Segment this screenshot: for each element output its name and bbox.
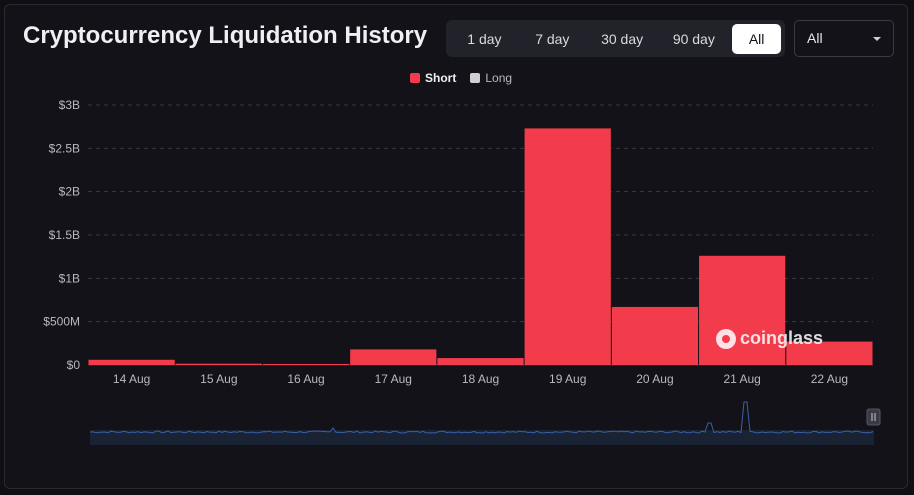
x-tick-label: 17 Aug <box>375 372 412 386</box>
legend-label-long: Long <box>485 71 513 85</box>
y-tick-label: $2.5B <box>49 141 80 155</box>
bars <box>88 128 873 365</box>
bar-short-14-aug[interactable] <box>88 359 175 365</box>
chart-panel <box>4 4 908 489</box>
x-tick-label: 14 Aug <box>113 372 150 386</box>
y-tick-label: $1B <box>59 271 80 285</box>
coinglass-watermark: coinglass <box>716 328 823 349</box>
range-90-day-button[interactable]: 90 day <box>672 30 715 47</box>
legend-label-short: Short <box>425 71 457 85</box>
range-scroller[interactable] <box>89 401 881 445</box>
page-title: Cryptocurrency Liquidation History <box>23 22 428 49</box>
x-tick-label: 18 Aug <box>462 372 499 386</box>
range-30-day-button[interactable]: 30 day <box>601 30 644 47</box>
y-axis-ticks: $0 $500M $1B $1.5B $2B $2.5B $3B <box>43 98 80 372</box>
coin-select[interactable]: All <box>794 20 894 57</box>
range-selector: 1 day 7 day 30 day 90 day All <box>446 20 785 57</box>
x-tick-label: 20 Aug <box>636 372 673 386</box>
x-tick-label: 19 Aug <box>549 372 586 386</box>
bar-short-15-aug[interactable] <box>175 363 262 365</box>
y-tick-label: $1.5B <box>49 228 80 242</box>
bar-short-21-aug[interactable] <box>699 255 786 365</box>
legend-swatch-short <box>410 73 420 83</box>
y-tick-label: $500M <box>43 315 80 329</box>
y-tick-label: $0 <box>67 358 81 372</box>
y-tick-label: $2B <box>59 185 80 199</box>
legend-swatch-long <box>470 73 481 83</box>
x-tick-label: 15 Aug <box>200 372 237 386</box>
range-1-day-button[interactable]: 1 day <box>467 30 502 47</box>
range-all-button[interactable]: All <box>732 23 781 54</box>
chart-legend: Short Long <box>410 71 512 85</box>
bar-short-17-aug[interactable] <box>350 349 437 365</box>
x-axis-ticks: 14 Aug 15 Aug 16 Aug 17 Aug 18 Aug 19 Aug 20 A… <box>113 372 848 386</box>
chevron-down-icon <box>873 37 881 41</box>
legend-item-long[interactable]: Long <box>470 71 512 85</box>
scroller-track[interactable] <box>90 430 874 445</box>
y-tick-label: $3B <box>59 98 80 112</box>
coinglass-logo-icon <box>716 328 736 349</box>
scroller-sparkline <box>89 401 874 434</box>
range-7-day-button[interactable]: 7 day <box>535 30 570 47</box>
bar-short-16-aug[interactable] <box>262 363 350 365</box>
bar-short-19-aug[interactable] <box>524 128 611 365</box>
x-tick-label: 22 Aug <box>811 372 848 386</box>
bar-short-20-aug[interactable] <box>611 306 699 365</box>
legend-item-short[interactable]: Short <box>410 71 456 85</box>
bar-short-22-aug[interactable] <box>786 341 873 365</box>
watermark-text: coinglass <box>740 328 824 348</box>
x-tick-label: 16 Aug <box>287 372 324 386</box>
x-tick-label: 21 Aug <box>723 372 760 386</box>
scroller-handle[interactable] <box>866 408 881 426</box>
bar-short-18-aug[interactable] <box>437 358 524 365</box>
coin-select-value: All <box>807 30 823 46</box>
